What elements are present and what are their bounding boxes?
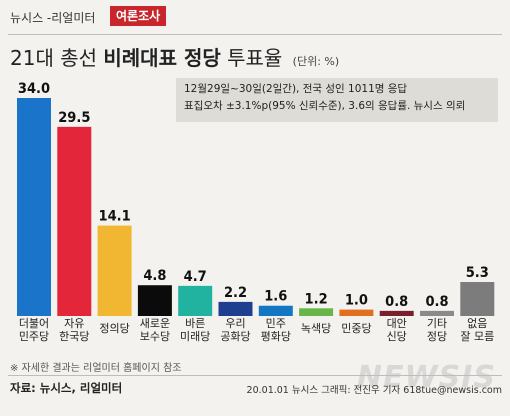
header-divider (8, 34, 502, 35)
note-line-2: 표집오차 ±3.1%p(95% 신뢰수준), 3.6의 응답률. 뉴시스 의뢰 (184, 100, 466, 112)
category-label-11-line-1: 기타 (427, 317, 447, 330)
category-label-3: 정의당 (99, 322, 129, 335)
category-label-2-line-1: 자유 (64, 317, 84, 330)
chart-title: 21대 총선 비례대표 정당 투표율 (단위: %) (10, 42, 339, 71)
value-label-8: 1.2 (305, 291, 328, 307)
category-label-7-line-2: 평화당 (261, 330, 291, 343)
category-tag: 여론조사 (110, 6, 167, 26)
category-label-9: 민중당 (341, 322, 371, 335)
category-label-1-line-1: 더불어 (19, 317, 49, 330)
title-part3: 투표율 (227, 46, 283, 70)
bar-3 (97, 225, 132, 316)
value-label-6: 2.2 (224, 285, 247, 301)
bar-8 (299, 308, 334, 316)
category-label-10-line-2: 신당 (387, 330, 407, 343)
bar-1 (17, 98, 51, 316)
category-label-12-line-2: 잘 모름 (460, 330, 494, 343)
title-part1: 21대 총선 (10, 46, 98, 70)
category-label-8: 녹색당 (301, 322, 331, 335)
category-label-4-line-2: 보수당 (140, 330, 170, 343)
bar-11 (420, 310, 454, 316)
category-label-6-line-2: 공화당 (220, 330, 250, 343)
bar-6 (218, 301, 253, 316)
bar-2 (57, 126, 92, 317)
value-label-5: 4.7 (184, 269, 207, 285)
title-part2: 비례대표 정당 (103, 46, 221, 70)
brand-label: 뉴시스 -리얼미터 (10, 11, 96, 25)
header: 뉴시스 -리얼미터 여론조사 (0, 0, 510, 34)
bar-7 (258, 305, 293, 316)
category-label-10-line-1: 대안 (387, 317, 407, 330)
value-label-2: 29.5 (58, 110, 90, 126)
category-label-5-line-2: 미래당 (180, 330, 210, 343)
title-unit: (단위: %) (292, 55, 340, 68)
category-label-6-line-1: 우리 (225, 317, 245, 330)
value-label-9: 1.0 (345, 293, 368, 309)
bar-4 (137, 285, 172, 316)
bar-12 (460, 282, 495, 316)
source-label: 자료: 뉴시스, 리얼미터 (10, 381, 123, 395)
category-label-1-line-2: 민주당 (19, 330, 49, 343)
value-label-1: 34.0 (18, 81, 50, 97)
value-label-12: 5.3 (466, 265, 489, 281)
watermark: NEWSIS (356, 360, 496, 395)
category-label-11-line-2: 정당 (427, 330, 447, 343)
category-label-4-line-1: 새로운 (140, 317, 170, 330)
note-line-1: 12월29일~30일(2일간), 전국 성인 1011명 응답 (184, 83, 408, 95)
value-label-10: 0.8 (385, 294, 408, 310)
category-label-5-line-1: 바른 (185, 317, 205, 330)
value-label-4: 4.8 (143, 268, 166, 284)
credit-label: 20.01.01 뉴시스 그래픽: 전진우 기자 618tue@newsis.c… (246, 385, 502, 396)
footnote: ※ 자세한 결과는 리얼미터 홈페이지 참조 (10, 363, 182, 374)
bar-9 (339, 309, 374, 316)
bar-10 (379, 310, 414, 316)
value-label-3: 14.1 (99, 209, 131, 225)
bar-5 (178, 285, 213, 316)
value-label-11: 0.8 (425, 294, 448, 310)
survey-note: 12월29일~30일(2일간), 전국 성인 1011명 응답 표집오차 ±3.… (176, 78, 498, 122)
footer-divider (8, 375, 502, 376)
value-label-7: 1.6 (264, 289, 287, 305)
category-label-12-line-1: 없음 (467, 317, 487, 330)
category-label-2-line-2: 한국당 (59, 330, 89, 343)
category-label-7-line-1: 민주 (266, 317, 286, 330)
